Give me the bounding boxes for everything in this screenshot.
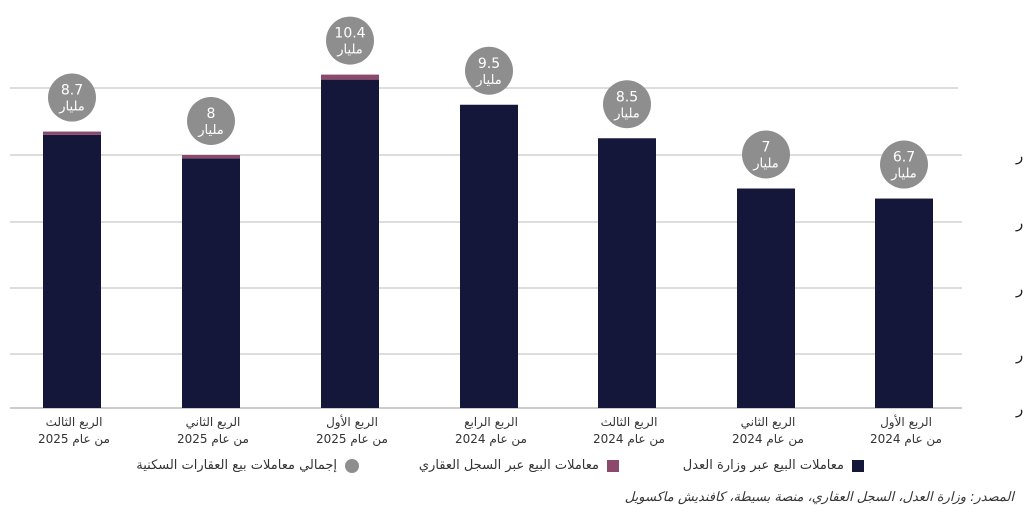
y-tick-label: 4 مليار bbox=[1015, 280, 1024, 298]
total-badge bbox=[742, 130, 790, 179]
legend-label-ministry: معاملات البيع عبر وزارة العدل bbox=[682, 458, 844, 473]
x-tick-label-quarter: الربع الثالث bbox=[601, 415, 658, 430]
x-tick-label-year: من عام 2024 bbox=[870, 432, 942, 447]
y-tick-label: 6 مليار bbox=[1015, 214, 1024, 232]
total-value-label: 10.4 bbox=[334, 26, 365, 42]
x-tick-label-year: من عام 2025 bbox=[316, 432, 388, 447]
x-tick-label-year: من عام 2025 bbox=[177, 432, 249, 447]
y-tick-label: 2 مليار bbox=[1015, 346, 1024, 364]
x-tick-label-year: من عام 2024 bbox=[732, 432, 804, 447]
bar-ministry bbox=[321, 79, 379, 408]
bar-ministry bbox=[460, 104, 518, 408]
x-tick-label-year: من عام 2024 bbox=[455, 432, 527, 447]
bar-ministry bbox=[598, 138, 656, 408]
total-value-label: 8.7 bbox=[61, 83, 83, 99]
y-tick-label: 8 مليار bbox=[1015, 147, 1024, 165]
bar-ministry bbox=[737, 188, 795, 408]
bar-registry bbox=[182, 155, 240, 159]
total-value-label: 8.5 bbox=[616, 89, 638, 105]
legend-swatch-ministry bbox=[852, 459, 864, 472]
legend-item-registry: معاملات البيع عبر السجل العقاري bbox=[419, 458, 619, 473]
legend-swatch-registry bbox=[607, 459, 619, 472]
bar-ministry bbox=[875, 198, 933, 408]
total-unit-label: مليار bbox=[58, 100, 84, 115]
x-tick-label-year: من عام 2025 bbox=[38, 432, 110, 447]
total-badge bbox=[603, 80, 651, 129]
total-value-label: 8 bbox=[207, 106, 216, 122]
total-unit-label: مليار bbox=[336, 43, 362, 58]
total-unit-label: مليار bbox=[613, 106, 639, 121]
total-badge bbox=[187, 97, 235, 145]
total-unit-label: مليار bbox=[475, 73, 501, 88]
bar-ministry bbox=[43, 134, 101, 408]
total-unit-label: مليار bbox=[197, 123, 223, 138]
x-tick-label-quarter: الربع الثاني bbox=[741, 415, 796, 430]
x-tick-label-quarter: الربع الثالث bbox=[46, 415, 103, 430]
legend-label-total: إجمالي معاملات بيع العقارات السكنية bbox=[136, 458, 337, 473]
total-unit-label: مليار bbox=[890, 167, 916, 182]
legend-item-ministry: معاملات البيع عبر وزارة العدل bbox=[683, 458, 864, 473]
x-tick-label-quarter: الربع الثاني bbox=[186, 415, 241, 430]
total-unit-label: مليار bbox=[752, 157, 778, 172]
bar-ministry bbox=[182, 158, 240, 408]
total-badge bbox=[326, 16, 374, 65]
total-value-label: 9.5 bbox=[478, 56, 500, 72]
legend-item-total: إجمالي معاملات بيع العقارات السكنية bbox=[136, 458, 359, 473]
source-note: المصدر: وزارة العدل، السجل العقاري، منصة… bbox=[624, 490, 1014, 505]
total-value-label: 7 bbox=[762, 140, 771, 156]
bar-registry bbox=[321, 74, 379, 80]
total-badge bbox=[465, 46, 513, 95]
legend-swatch-total bbox=[345, 458, 359, 473]
legend-label-registry: معاملات البيع عبر السجل العقاري bbox=[418, 458, 599, 473]
total-badge bbox=[880, 140, 928, 189]
x-tick-label-year: من عام 2024 bbox=[593, 432, 665, 447]
total-value-label: 6.7 bbox=[893, 150, 915, 166]
y-tick-label: 0 مليار bbox=[1015, 400, 1024, 418]
x-tick-label-quarter: الربع الرابع bbox=[464, 415, 518, 430]
x-tick-label-quarter: الربع الأول bbox=[880, 414, 932, 430]
total-badge bbox=[48, 73, 96, 122]
bar-registry bbox=[43, 131, 101, 135]
legend: معاملات البيع عبر وزارة العدل معاملات ال… bbox=[0, 458, 1024, 482]
x-tick-label-quarter: الربع الأول bbox=[326, 414, 378, 430]
